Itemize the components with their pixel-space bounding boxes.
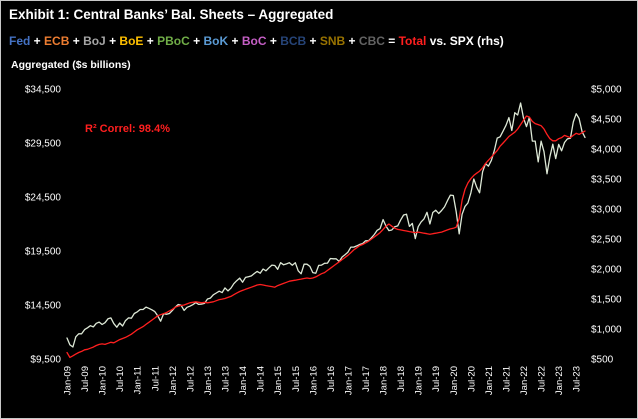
legend-separator: +	[306, 34, 320, 48]
x-axis-tick-label: Jan-13	[203, 366, 214, 395]
y-axis-right-tick-label: $2,500	[591, 235, 622, 246]
legend-item-ecb: ECB	[44, 34, 70, 48]
left-axis-caption: Aggregated ($s billions)	[11, 59, 131, 71]
legend-item-boc: BoC	[241, 34, 267, 48]
x-axis-tick-label: Jan-14	[238, 366, 249, 395]
y-axis-right-tick-label: $1,000	[591, 325, 622, 336]
legend-item-spx: SPX (rhs)	[449, 34, 504, 48]
total-series-line	[66, 115, 586, 359]
x-axis-tick-label: Jul-21	[501, 366, 512, 392]
legend-item-bok: BoK	[203, 34, 229, 48]
x-axis-tick-label: Jan-19	[414, 366, 425, 395]
x-axis-tick-label: Jul-19	[431, 366, 442, 392]
x-axis-tick-label: Jul-22	[537, 366, 548, 392]
x-axis-tick-label: Jan-20	[449, 366, 460, 395]
x-axis-tick-label: Jan-12	[168, 366, 179, 395]
y-axis-right-tick-label: $5,000	[591, 85, 622, 96]
legend-separator: +	[266, 34, 281, 48]
legend-item-bcb: BCB	[280, 34, 307, 48]
legend-item-pboc: PBoC	[157, 34, 190, 48]
y-axis-right-tick-label: $1,500	[591, 295, 622, 306]
x-axis-tick-label: Jul-15	[291, 366, 302, 392]
x-axis-tick-label: Jan-21	[484, 366, 495, 395]
y-axis-right-tick-label: $3,500	[591, 175, 622, 186]
x-axis-tick-label: Jan-11	[133, 366, 144, 394]
x-axis-tick-label: Jul-23	[572, 366, 583, 392]
y-axis-left-tick-label: $14,500	[25, 301, 62, 312]
y-axis-left-tick-label: $34,500	[25, 85, 62, 96]
legend: Fed + ECB + BoJ + BoE + PBoC + BoK + BoC…	[9, 34, 635, 48]
chart-title: Exhibit 1: Central Banks’ Bal. Sheets – …	[9, 7, 334, 22]
legend-separator: +	[189, 34, 204, 48]
legend-equals: =	[384, 34, 399, 48]
legend-item-snb: SNB	[319, 34, 346, 48]
y-axis-left-tick-label: $24,500	[25, 193, 62, 204]
x-axis-tick-label: Jan-15	[273, 366, 284, 395]
x-axis-tick-label: Jan-18	[379, 366, 390, 395]
y-axis-right-tick-label: $4,500	[591, 115, 622, 126]
spx-series-line	[66, 102, 586, 348]
legend-separator: +	[345, 34, 359, 48]
x-axis-tick-label: Jan-16	[308, 366, 319, 395]
legend-item-total: Total	[398, 34, 427, 48]
y-axis-right-tick-label: $4,000	[591, 145, 622, 156]
x-axis-tick-label: Jan-17	[343, 366, 354, 395]
x-axis-tick-label: Jan-23	[554, 366, 565, 395]
x-axis-tick-label: Jul-09	[80, 366, 91, 392]
x-axis-tick-label: Jul-13	[221, 366, 232, 392]
y-axis-left-tick-label: $29,500	[25, 139, 62, 150]
legend-vs: vs.	[426, 34, 450, 48]
y-axis-right-tick-label: $500	[591, 355, 614, 366]
legend-separator: +	[105, 34, 120, 48]
x-axis-tick-label: Jul-20	[466, 366, 477, 392]
legend-item-boj: BoJ	[83, 34, 106, 48]
x-axis-tick-label: Jan-09	[63, 366, 74, 395]
y-axis-left-tick-label: $19,500	[25, 247, 62, 258]
legend-separator: +	[228, 34, 242, 48]
legend-separator: +	[143, 34, 158, 48]
legend-separator: +	[69, 34, 84, 48]
correlation-annotation: R² Correl: 98.4%	[85, 123, 170, 135]
x-axis-tick-label: Jul-11	[150, 366, 161, 391]
legend-separator: +	[30, 34, 45, 48]
x-axis-tick-label: Jul-12	[185, 366, 196, 392]
x-axis-tick-label: Jul-10	[115, 366, 126, 392]
legend-item-fed: Fed	[9, 34, 31, 48]
x-axis-tick-label: Jul-16	[326, 366, 337, 392]
y-axis-right-tick-label: $3,000	[591, 205, 622, 216]
x-axis-tick-label: Jul-14	[256, 366, 267, 392]
y-axis-right-tick-label: $2,000	[591, 265, 622, 276]
x-axis-tick-label: Jan-22	[519, 366, 530, 395]
x-axis-tick-label: Jul-17	[361, 366, 372, 392]
y-axis-left-tick-label: $9,500	[30, 355, 61, 366]
x-axis-tick-label: Jul-18	[396, 366, 407, 392]
legend-item-boe: BoE	[119, 34, 144, 48]
x-axis-tick-label: Jan-10	[98, 366, 109, 395]
legend-item-cbc: CBC	[358, 34, 385, 48]
